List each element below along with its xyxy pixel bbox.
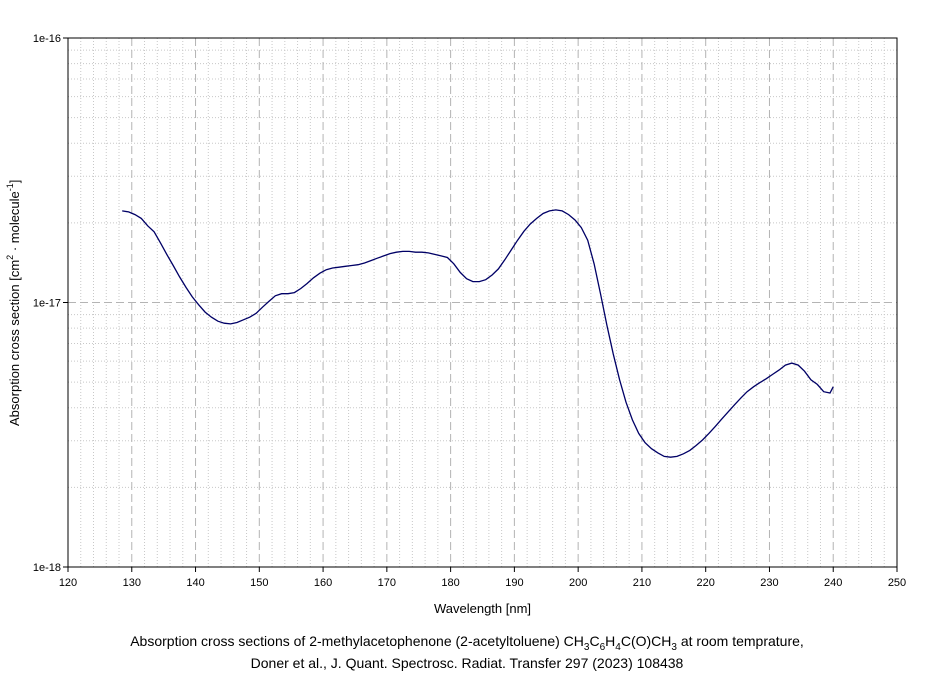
x-tick-label: 200 <box>569 577 587 589</box>
x-tick-label: 170 <box>378 577 396 589</box>
y-tick-label: 1e-16 <box>33 33 61 45</box>
y-tick-label: 1e-18 <box>33 562 61 574</box>
caption-line-2: Doner et al., J. Quant. Spectrosc. Radia… <box>250 655 684 671</box>
caption-line-1: Absorption cross sections of 2-methylace… <box>130 633 804 653</box>
x-tick-label: 120 <box>59 577 77 589</box>
x-tick-label: 240 <box>824 577 842 589</box>
y-axis-label: Absorption cross section [cm2 · molecule… <box>5 179 22 426</box>
x-tick-label: 160 <box>314 577 332 589</box>
x-tick-label: 220 <box>697 577 715 589</box>
x-tick-label: 250 <box>888 577 906 589</box>
x-axis: 120 130 140 150 160 170 180 190 200 210 220 230 240 2… <box>59 567 906 589</box>
x-axis-label: Wavelength [nm] <box>434 601 531 616</box>
x-tick-label: 190 <box>505 577 523 589</box>
series-line <box>122 209 834 458</box>
y-axis: 1e-16 1e-17 1e-18 <box>33 33 68 574</box>
y-tick-label: 1e-17 <box>33 298 61 310</box>
x-tick-label: 140 <box>186 577 204 589</box>
x-tick-label: 210 <box>633 577 651 589</box>
x-tick-label: 150 <box>250 577 268 589</box>
x-tick-label: 130 <box>123 577 141 589</box>
x-tick-label: 230 <box>760 577 778 589</box>
major-grid <box>68 38 897 567</box>
x-tick-label: 180 <box>441 577 459 589</box>
